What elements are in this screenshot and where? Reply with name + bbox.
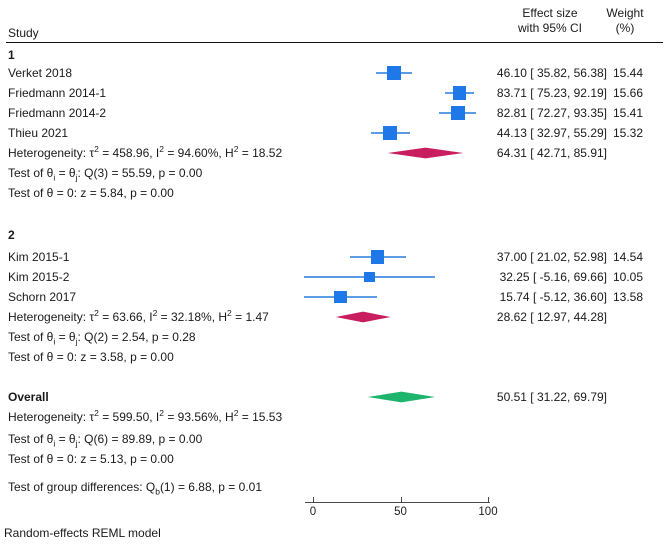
- weight-text: 13.58: [612, 290, 643, 304]
- study-row-verket-2018: Verket 2018 46.10 [ 35.82, 56.38] 15.44: [0, 63, 669, 83]
- effect-marker: [386, 66, 401, 80]
- test-eq-text: Test of θi = θj: Q(3) = 55.59, p = 0.00: [8, 166, 203, 183]
- header-divider-line: [6, 42, 663, 43]
- group-1-heterogeneity-row: Heterogeneity: τ2 = 458.96, I2 = 94.60%,…: [0, 143, 669, 163]
- study-row-thieu-2021: Thieu 2021 44.13 [ 32.97, 55.29] 15.32: [0, 123, 669, 143]
- effect-marker: [364, 271, 375, 283]
- overall-label: Overall: [8, 390, 49, 404]
- group-1-label-row: 1: [0, 45, 669, 65]
- study-row-friedmann-2014-1: Friedmann 2014-1 83.71 [ 75.23, 92.19] 1…: [0, 83, 669, 103]
- effect-marker: [334, 290, 347, 304]
- test-zero-text: Test of θ = 0: z = 5.84, p = 0.00: [8, 186, 174, 200]
- x-axis-tick: [313, 497, 314, 503]
- column-header-study: Study: [8, 26, 39, 40]
- effect-ci-text: 44.13 [ 32.97, 55.29]: [496, 126, 607, 140]
- x-axis-tick: [488, 497, 489, 503]
- effect-ci-text: 28.62 [ 12.97, 44.28]: [496, 310, 607, 324]
- overall-diamond-svg: [367, 391, 436, 403]
- subgroup-diamond-svg: [387, 147, 464, 159]
- subgroup-diamond-svg: [335, 311, 391, 323]
- effect-ci-text: 15.74 [ -5.12, 36.60]: [499, 290, 607, 304]
- overall-row: Overall 50.51 [ 31.22, 69.79]: [0, 387, 669, 407]
- effect-ci-text: 46.10 [ 35.82, 56.38]: [496, 66, 607, 80]
- overall-heterogeneity-row: Heterogeneity: τ2 = 599.50, I2 = 93.56%,…: [0, 407, 669, 427]
- group-1-test-zero-row: Test of θ = 0: z = 5.84, p = 0.00: [0, 183, 669, 203]
- effect-marker: [451, 106, 465, 120]
- study-name: Friedmann 2014-1: [8, 86, 107, 100]
- study-row-friedmann-2014-2: Friedmann 2014-2 82.81 [ 72.27, 93.35] 1…: [0, 103, 669, 123]
- effect-ci-text: 64.31 [ 42.71, 85.91]: [496, 146, 607, 160]
- weight-text: 14.54: [612, 250, 643, 264]
- group-label: 1: [8, 48, 15, 62]
- study-name: Thieu 2021: [8, 126, 69, 140]
- weight-header-line1: Weight: [606, 6, 644, 20]
- effect-size-header-line2: with 95% CI: [517, 21, 583, 35]
- study-row-kim-2015-1: Kim 2015-1 37.00 [ 21.02, 52.98] 14.54: [0, 247, 669, 267]
- group-2-heterogeneity-row: Heterogeneity: τ2 = 63.66, I2 = 32.18%, …: [0, 307, 669, 327]
- effect-ci-text: 37.00 [ 21.02, 52.98]: [496, 250, 607, 264]
- test-zero-text: Test of θ = 0: z = 3.58, p = 0.00: [8, 350, 174, 364]
- group-2-test-zero-row: Test of θ = 0: z = 3.58, p = 0.00: [0, 347, 669, 367]
- study-row-schorn-2017: Schorn 2017 15.74 [ -5.12, 36.60] 13.58: [0, 287, 669, 307]
- x-axis-tick: [400, 497, 402, 503]
- x-axis-tick-label: 0: [309, 506, 317, 518]
- overall-test-zero-row: Test of θ = 0: z = 5.13, p = 0.00: [0, 449, 669, 469]
- column-header-weight: Weight (%): [595, 6, 655, 36]
- group-1-test-eq-row: Test of θi = θj: Q(3) = 55.59, p = 0.00: [0, 163, 669, 183]
- x-axis-tick-label: 50: [394, 506, 407, 518]
- study-name: Friedmann 2014-2: [8, 106, 107, 120]
- model-note: Random-effects REML model: [4, 526, 161, 540]
- test-zero-text: Test of θ = 0: z = 5.13, p = 0.00: [8, 452, 174, 466]
- effect-marker: [383, 126, 398, 140]
- heterogeneity-text: Heterogeneity: τ2 = 63.66, I2 = 32.18%, …: [8, 308, 269, 324]
- heterogeneity-text: Heterogeneity: τ2 = 458.96, I2 = 94.60%,…: [8, 144, 283, 160]
- effect-ci-text: 50.51 [ 31.22, 69.79]: [496, 390, 607, 404]
- column-header-effect-size: Effect size with 95% CI: [480, 6, 620, 36]
- study-row-kim-2015-2: Kim 2015-2 32.25 [ -5.16, 69.66] 10.05: [0, 267, 669, 287]
- test-eq-text: Test of θi = θj: Q(6) = 89.89, p = 0.00: [8, 432, 203, 449]
- x-axis-tick-label: 100: [478, 506, 498, 518]
- group-label: 2: [8, 228, 15, 242]
- study-name: Verket 2018: [8, 66, 73, 80]
- group-2-test-eq-row: Test of θi = θj: Q(2) = 2.54, p = 0.28: [0, 327, 669, 347]
- effect-ci-text: 83.71 [ 75.23, 92.19]: [496, 86, 607, 100]
- heterogeneity-text: Heterogeneity: τ2 = 599.50, I2 = 93.56%,…: [8, 408, 283, 424]
- group-2-label-row: 2: [0, 225, 669, 245]
- effect-size-header-line1: Effect size: [522, 6, 578, 20]
- subgroup-diamond: [335, 311, 391, 323]
- study-name: Kim 2015-2: [8, 270, 70, 284]
- effect-ci-text: 32.25 [ -5.16, 69.66]: [499, 270, 607, 284]
- weight-header-line2: (%): [615, 21, 635, 35]
- effect-ci-text: 82.81 [ 72.27, 93.35]: [496, 106, 607, 120]
- overall-test-eq-row: Test of θi = θj: Q(6) = 89.89, p = 0.00: [0, 429, 669, 449]
- subgroup-diamond: [387, 147, 464, 159]
- test-eq-text: Test of θi = θj: Q(2) = 2.54, p = 0.28: [8, 330, 196, 347]
- weight-text: 15.32: [612, 126, 643, 140]
- weight-text: 10.05: [612, 270, 643, 284]
- overall-diamond: [367, 391, 436, 403]
- effect-marker: [452, 86, 467, 100]
- weight-text: 15.44: [612, 66, 643, 80]
- group-differences-text: Test of group differences: Qb(1) = 6.88,…: [8, 480, 263, 497]
- study-name: Kim 2015-1: [8, 250, 70, 264]
- study-name: Schorn 2017: [8, 290, 77, 304]
- weight-text: 15.66: [612, 86, 643, 100]
- weight-text: 15.41: [612, 106, 643, 120]
- group-differences-row: Test of group differences: Qb(1) = 6.88,…: [0, 477, 669, 497]
- x-axis-line: [305, 502, 490, 503]
- effect-marker: [371, 250, 385, 264]
